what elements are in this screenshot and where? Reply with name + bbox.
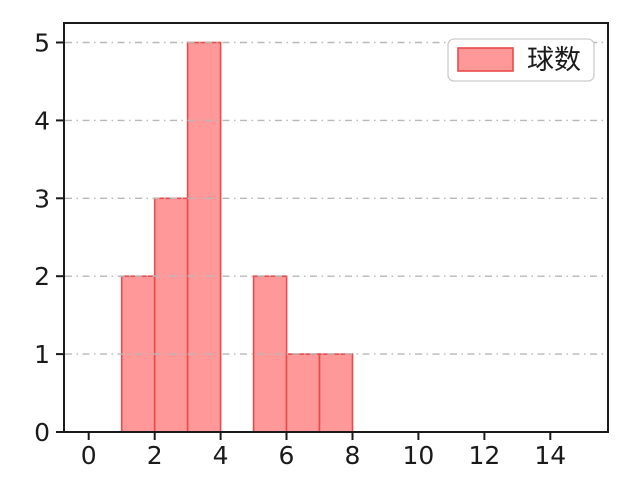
histogram-bar [186,41,222,433]
plot-frame [63,22,609,433]
legend-swatch [457,47,514,72]
histogram-bar [318,353,354,433]
x-tick-label: 8 [345,441,361,470]
bars-layer [120,41,354,433]
y-tick-label: 1 [34,340,50,369]
x-tick-label: 14 [534,441,566,470]
y-tick-label: 4 [34,106,50,135]
histogram-bar [153,197,189,433]
x-tick-label: 2 [147,441,163,470]
legend-label: 球数 [527,45,581,76]
y-tick-label: 2 [34,262,50,291]
gridlines-layer [65,41,607,355]
y-tick-label: 5 [34,29,50,58]
x-tick-label: 4 [213,441,229,470]
histogram-bar [285,353,321,433]
y-axis-ticks: 0 1 2 3 4 5 [34,29,64,447]
x-tick-label: 12 [468,441,500,470]
legend: 球数 [447,38,595,82]
x-axis-ticks: 0 2 4 6 8 10 12 14 [81,432,566,470]
y-tick-label: 0 [34,418,50,447]
x-tick-label: 6 [279,441,295,470]
y-tick-label: 3 [34,184,50,213]
x-tick-label: 10 [402,441,434,470]
x-tick-label: 0 [81,441,97,470]
